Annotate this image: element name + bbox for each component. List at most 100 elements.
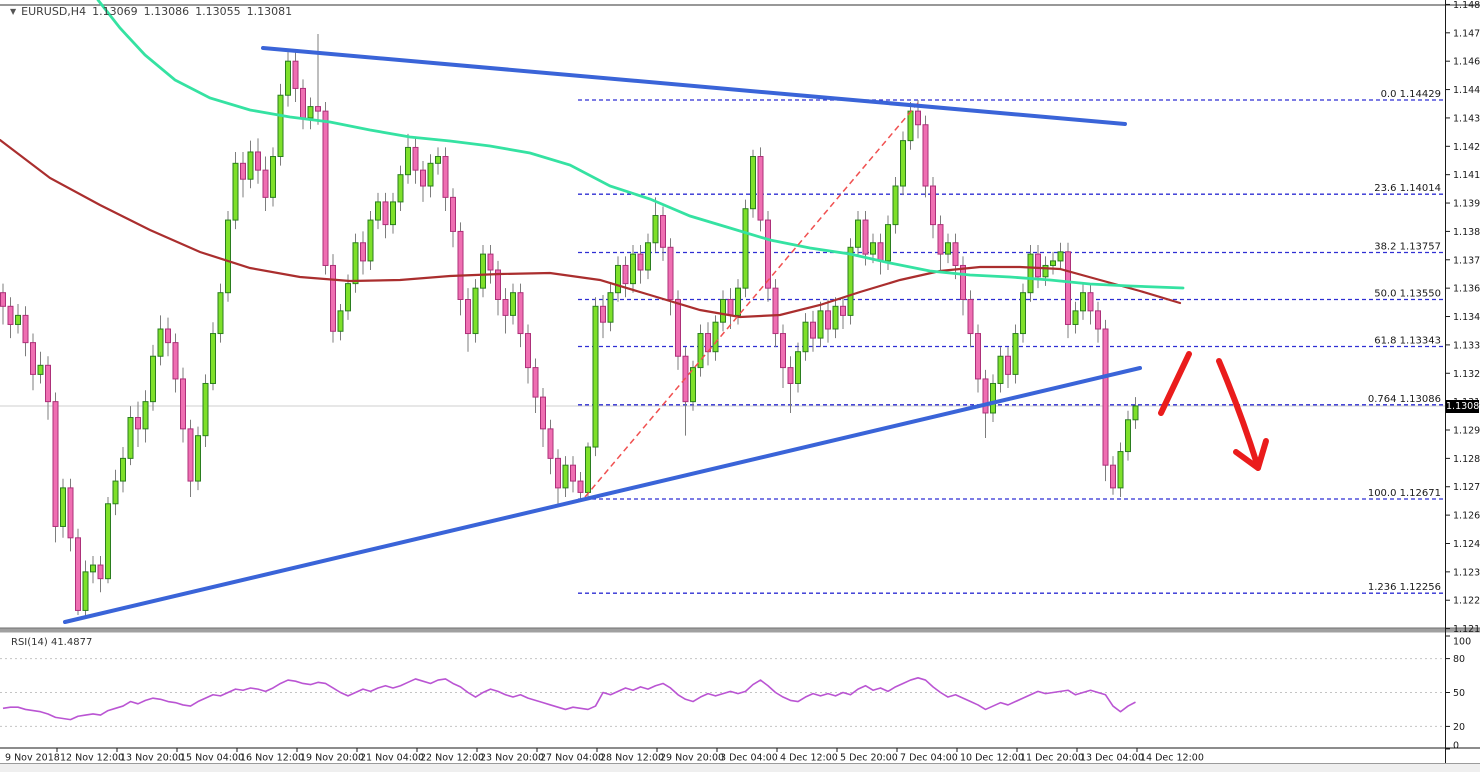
candle-bearish <box>330 264 336 332</box>
candle-bullish <box>592 305 599 448</box>
candle-bearish <box>487 253 494 271</box>
candle-bearish <box>75 537 81 611</box>
symbol-dropdown-icon[interactable]: ▼ <box>10 7 17 16</box>
fib-level-label: 23.6 1.14014 <box>1374 183 1441 194</box>
candle-bearish <box>450 196 456 232</box>
price-tick-label: 1.14350 <box>1453 113 1480 124</box>
candle-bearish <box>952 242 959 266</box>
candle-bullish <box>1117 451 1124 489</box>
candle-bullish <box>802 321 809 353</box>
price-tick-label: 1.12600 <box>1453 511 1480 522</box>
candle-bullish <box>232 162 239 221</box>
candle-bullish <box>1125 419 1131 453</box>
candle-bearish <box>382 201 389 226</box>
candle-bearish <box>637 253 644 271</box>
candle-bullish <box>367 219 374 262</box>
rsi-tick-label: 20 <box>1453 722 1465 733</box>
date-tick-label: 10 Dec 12:00 <box>960 753 1024 764</box>
candle-bullish <box>195 435 201 482</box>
candle-bearish <box>675 299 681 357</box>
candle-bearish <box>420 169 426 187</box>
candle-bearish <box>525 333 531 369</box>
price-tick-label: 1.12975 <box>1453 426 1480 437</box>
candle-bullish <box>630 253 636 285</box>
fib-level-label: 100.0 1.12671 <box>1368 488 1441 499</box>
fib-level-label: 50.0 1.13550 <box>1374 289 1441 300</box>
candle-bearish <box>465 299 471 335</box>
date-tick-label: 5 Dec 20:00 <box>840 753 898 764</box>
price-tick-label: 1.14850 <box>1453 0 1480 11</box>
candle-bullish <box>892 185 899 226</box>
candle-bullish <box>15 314 21 325</box>
candle-bullish <box>1080 292 1086 312</box>
price-tick-label: 1.13475 <box>1453 312 1480 323</box>
candle-bearish <box>547 428 554 459</box>
candle-bearish <box>960 264 966 300</box>
date-tick-label: 28 Nov 12:00 <box>600 753 664 764</box>
candle-bullish <box>1027 253 1034 294</box>
candle-bearish <box>517 292 524 335</box>
candle-bullish <box>105 503 111 580</box>
candle-bearish <box>1035 253 1041 278</box>
candle-bearish <box>600 305 606 323</box>
candle-bullish <box>712 321 719 353</box>
date-tick-label: 13 Nov 20:00 <box>120 753 184 764</box>
candle-bearish <box>502 299 509 316</box>
arrowhead-barb[interactable] <box>1255 438 1269 471</box>
candle-bearish <box>667 246 674 300</box>
candle-bullish <box>150 355 156 403</box>
price-tick-label: 1.14100 <box>1453 170 1480 181</box>
arrowhead-barb[interactable] <box>1233 449 1261 471</box>
price-tick-label: 1.13225 <box>1453 369 1480 380</box>
candle-bearish <box>495 269 501 300</box>
candle-bullish <box>645 242 651 271</box>
candle-bullish <box>585 446 591 493</box>
trendline-descending-resistance[interactable] <box>261 46 1127 126</box>
fib-level-label: 1.236 1.12256 <box>1368 582 1441 593</box>
arrow-up-stroke[interactable] <box>1158 351 1192 416</box>
candle-bearish <box>292 60 299 89</box>
candle-bullish <box>997 355 1004 384</box>
candle-bearish <box>787 367 794 384</box>
candle-bearish <box>1102 328 1109 466</box>
sell-direction-annotation[interactable] <box>1158 351 1269 471</box>
low-value: 1.13055 <box>195 5 241 18</box>
candle-bearish <box>135 417 141 430</box>
candle-bullish <box>885 224 891 262</box>
candle-bearish <box>922 124 929 187</box>
candle-bullish <box>397 174 404 203</box>
rsi-tick-label: 100 <box>1453 637 1471 648</box>
candle-bullish <box>390 201 396 226</box>
symbol-period-label: EURUSD,H4 <box>21 5 87 18</box>
trendline-ascending-support[interactable] <box>63 366 1142 624</box>
candle-bullish <box>247 151 254 180</box>
candle-bearish <box>555 457 561 489</box>
price-tick-label: 1.14600 <box>1453 57 1480 68</box>
current-price-badge: 1.13081 <box>1446 400 1480 413</box>
price-tick-label: 1.12350 <box>1453 567 1480 578</box>
arrow-down-shaft[interactable] <box>1216 358 1260 467</box>
fibonacci-retracement[interactable]: 0.0 1.14429 23.6 1.14014 38.2 1.13757 50.0 … <box>578 89 1445 594</box>
pane-splitter[interactable] <box>0 628 1480 633</box>
ma-slow-line <box>0 138 1182 319</box>
window-bottom-strip <box>0 763 1480 772</box>
candle-bullish <box>142 401 149 430</box>
candle-bearish <box>67 487 74 539</box>
candle-bearish <box>1110 464 1116 489</box>
rsi-line <box>2 677 1136 721</box>
candle-bearish <box>772 287 779 335</box>
candle-bearish <box>577 480 584 493</box>
candle-bullish <box>225 219 231 294</box>
date-tick-label: 16 Nov 12:00 <box>240 753 304 764</box>
candle-bullish <box>690 367 696 403</box>
date-tick-label: 9 Nov 2018 <box>5 753 60 764</box>
candle-bullish <box>990 382 996 414</box>
date-tick-label: 19 Nov 20:00 <box>300 753 364 764</box>
candle-bearish <box>1095 310 1101 330</box>
candle-bearish <box>622 264 629 285</box>
candle-bullish <box>607 292 614 323</box>
candle-bullish <box>1072 310 1079 325</box>
